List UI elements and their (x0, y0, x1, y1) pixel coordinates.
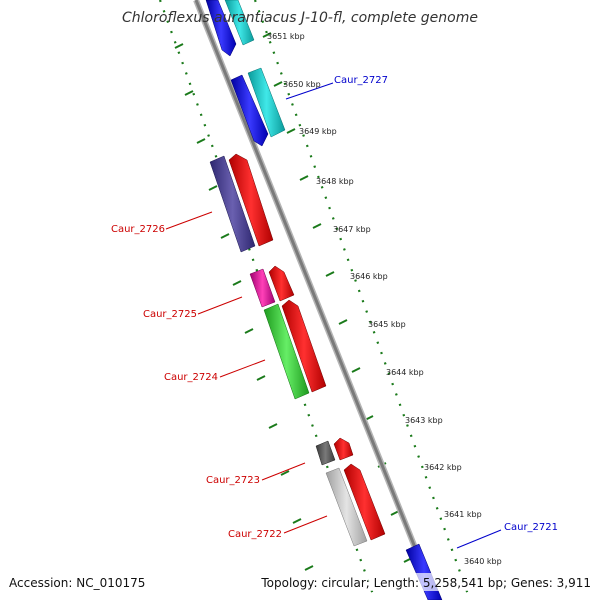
gene-label-caur2724[interactable]: Caur_2724 (164, 372, 218, 383)
map-title: Chloroflexus aurantiacus J-10-fl, comple… (122, 10, 478, 26)
kbp-label: 3640 kbp (464, 557, 502, 566)
gene-red-caur2724[interactable] (281, 299, 327, 393)
gene-darkgray-caur2723[interactable] (315, 440, 336, 466)
kbp-label: 3645 kbp (368, 320, 406, 329)
leader-caur2727 (285, 82, 334, 100)
leader-caur2724 (219, 359, 266, 378)
kbp-label: 3642 kbp (424, 463, 462, 472)
kbp-label: 3649 kbp (299, 127, 337, 136)
kbp-label: 3643 kbp (405, 416, 443, 425)
gene-blue-top[interactable] (205, 0, 237, 57)
gene-label-caur2725[interactable]: Caur_2725 (143, 309, 197, 320)
gene-blue-caur2721[interactable] (405, 543, 443, 600)
kbp-label: 3644 kbp (386, 368, 424, 377)
gene-labels: Caur_2727 Caur_2721 Caur_2726 Caur_2725 … (111, 75, 558, 540)
gene-label-caur2722[interactable]: Caur_2722 (228, 529, 282, 540)
kbp-label: 3648 kbp (316, 177, 354, 186)
kbp-label: 3651 kbp (267, 32, 305, 41)
left-major-ticks (174, 43, 314, 571)
genome-backbone (194, 0, 438, 600)
gene-lightgray-caur2722[interactable] (325, 467, 368, 547)
gene-red-caur2726[interactable] (228, 153, 274, 247)
kbp-label: 3650 kbp (283, 80, 321, 89)
gene-features (205, 0, 443, 600)
gene-magenta-caur2725[interactable] (249, 268, 276, 308)
kbp-label: 3646 kbp (350, 272, 388, 281)
leader-caur2721 (456, 529, 502, 549)
gene-label-caur2727[interactable]: Caur_2727 (334, 75, 388, 86)
leader-caur2722 (283, 515, 328, 534)
gene-blue-caur2727[interactable] (230, 74, 269, 147)
leader-lines (165, 82, 502, 549)
gene-green-caur2724[interactable] (263, 303, 310, 400)
gene-label-caur2726[interactable]: Caur_2726 (111, 224, 165, 235)
gene-cyan-top[interactable] (224, 0, 255, 46)
kbp-label: 3641 kbp (444, 510, 482, 519)
genome-summary-text: Topology: circular; Length: 5,258,541 bp… (260, 576, 591, 590)
leader-caur2723 (261, 462, 306, 481)
gene-purple-caur2726[interactable] (209, 155, 256, 253)
leader-caur2725 (197, 296, 243, 315)
gene-red-caur2723[interactable] (333, 437, 354, 461)
gene-red-caur2725[interactable] (268, 265, 295, 302)
gene-label-caur2721[interactable]: Caur_2721 (504, 522, 558, 533)
accession-text: Accession: NC_010175 (9, 576, 145, 590)
gene-red-caur2722[interactable] (343, 463, 386, 541)
kbp-label: 3647 kbp (333, 225, 371, 234)
leader-caur2726 (165, 211, 213, 230)
footer-backdrop (258, 573, 594, 591)
gene-cyan-caur2727[interactable] (247, 67, 286, 138)
gene-label-caur2723[interactable]: Caur_2723 (206, 475, 260, 486)
kbp-labels: 3651 kbp 3650 kbp 3649 kbp 3648 kbp 3647… (267, 32, 502, 566)
